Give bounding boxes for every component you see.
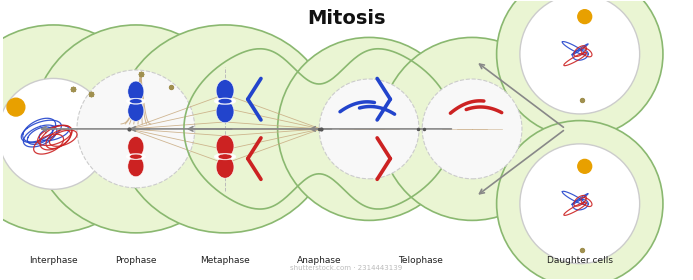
Ellipse shape: [130, 154, 142, 159]
Ellipse shape: [32, 25, 240, 233]
Ellipse shape: [497, 121, 663, 280]
Ellipse shape: [116, 25, 334, 233]
Ellipse shape: [422, 79, 522, 179]
Text: Anaphase: Anaphase: [297, 256, 342, 265]
Text: Mitosis: Mitosis: [307, 8, 386, 27]
Ellipse shape: [128, 156, 144, 177]
Text: Interphase: Interphase: [29, 256, 78, 265]
Ellipse shape: [214, 153, 236, 160]
Text: Metaphase: Metaphase: [200, 256, 250, 265]
Ellipse shape: [128, 81, 144, 102]
Ellipse shape: [214, 98, 236, 104]
Polygon shape: [184, 49, 454, 209]
Ellipse shape: [218, 154, 232, 159]
Ellipse shape: [0, 78, 109, 189]
Ellipse shape: [218, 99, 232, 104]
Ellipse shape: [520, 0, 640, 114]
Ellipse shape: [497, 0, 663, 137]
Circle shape: [578, 10, 592, 24]
Ellipse shape: [216, 156, 234, 178]
Text: Telophase: Telophase: [398, 256, 443, 265]
Ellipse shape: [216, 101, 234, 123]
Ellipse shape: [216, 80, 234, 102]
Ellipse shape: [128, 101, 144, 121]
Circle shape: [7, 98, 25, 116]
Ellipse shape: [319, 79, 419, 179]
Text: shutterstock.com · 2314443139: shutterstock.com · 2314443139: [290, 265, 403, 270]
Ellipse shape: [126, 154, 146, 160]
Ellipse shape: [126, 98, 146, 104]
Ellipse shape: [128, 137, 144, 157]
Ellipse shape: [77, 70, 195, 188]
Ellipse shape: [0, 25, 157, 233]
Text: Daughter cells: Daughter cells: [547, 256, 613, 265]
Circle shape: [578, 159, 592, 173]
Ellipse shape: [216, 135, 234, 157]
Ellipse shape: [278, 38, 461, 220]
Text: Prophase: Prophase: [115, 256, 157, 265]
Ellipse shape: [380, 38, 563, 220]
Ellipse shape: [520, 144, 640, 264]
Ellipse shape: [130, 99, 142, 104]
